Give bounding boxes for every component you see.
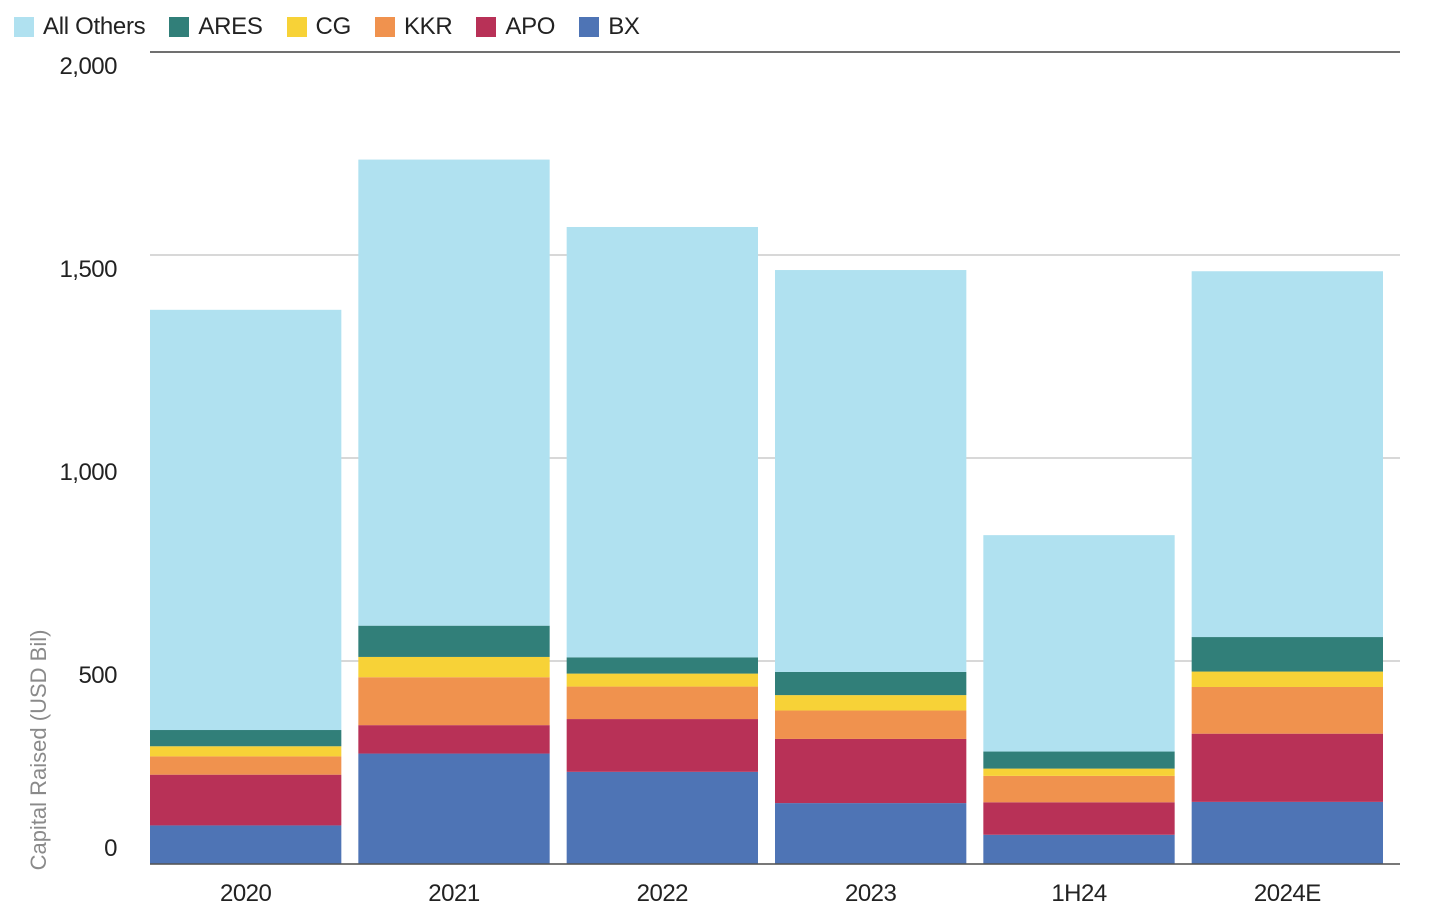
bar-apo-2021	[358, 725, 550, 754]
legend-item-all-others: All Others	[14, 13, 146, 41]
axes: 0 500 1,000 1,500 2,000 2020 2021 2022 2023 1H24 2…	[59, 53, 1400, 907]
bar-bx-1h24	[983, 834, 1175, 864]
bar-ares-2023	[775, 671, 967, 696]
bar-ares-2021	[358, 625, 550, 657]
legend-label-ares: ARES	[198, 13, 263, 40]
bar-kkr-2020	[150, 756, 342, 775]
bar-apo-1h24	[983, 802, 1175, 835]
y-tick-label: 1,000	[59, 459, 117, 486]
legend-label-kkr: KKR	[403, 13, 453, 40]
bar-cg-1h24	[983, 768, 1175, 776]
bar-cg-2022	[566, 673, 758, 687]
y-axis-title: Capital Raised (USD Bil)	[26, 630, 51, 871]
x-tick-label: 2024E	[1254, 880, 1321, 907]
bar-bx-2021	[358, 753, 550, 864]
legend: All Others ARES CG KKR APO BX	[14, 10, 640, 44]
legend-swatch-cg	[286, 17, 307, 37]
bar-kkr-2021	[358, 677, 550, 726]
y-tick-label: 500	[78, 662, 117, 689]
y-tick-label: 0	[104, 835, 117, 862]
x-tick-label: 2023	[845, 880, 897, 907]
bar-bx-2022	[566, 771, 758, 864]
legend-label-bx: BX	[608, 13, 640, 40]
y-tick-label: 1,500	[59, 256, 117, 283]
legend-label-cg: CG	[315, 13, 352, 40]
legend-swatch-kkr	[374, 17, 395, 37]
bar-apo-2020	[150, 774, 342, 826]
bar-kkr-2022	[566, 686, 758, 720]
legend-item-bx: BX	[579, 13, 640, 41]
bar-apo-2022	[566, 719, 758, 772]
x-tick-label: 1H24	[1051, 880, 1107, 907]
legend-label-all-others: All Others	[43, 13, 146, 40]
bar-apo-2023	[775, 738, 967, 804]
bar-cg-2020	[150, 746, 342, 757]
legend-swatch-apo	[476, 17, 497, 37]
legend-item-ares: ARES	[169, 13, 263, 41]
bar-all-others-2020	[150, 309, 342, 731]
bar-bx-2020	[150, 825, 342, 864]
bar-all-others-2022	[566, 226, 758, 658]
bar-cg-2023	[775, 695, 967, 711]
bar-kkr-1h24	[983, 775, 1175, 803]
y-tick-label: 2,000	[59, 53, 117, 80]
x-tick-label: 2022	[637, 880, 689, 907]
bars	[150, 159, 1383, 864]
bar-kkr-2023	[775, 710, 967, 739]
legend-item-cg: CG	[286, 13, 352, 41]
legend-swatch-ares	[169, 17, 190, 37]
legend-item-apo: APO	[476, 13, 555, 41]
legend-swatch-bx	[579, 17, 600, 37]
bar-cg-2021	[358, 656, 550, 678]
legend-label-apo: APO	[505, 13, 556, 40]
bar-all-others-2023	[775, 270, 967, 672]
legend-item-kkr: KKR	[374, 13, 453, 41]
bar-all-others-1h24	[983, 535, 1175, 752]
bar-kkr-2024e	[1191, 686, 1383, 734]
bar-ares-1h24	[983, 751, 1175, 769]
bar-ares-2020	[150, 730, 342, 747]
bar-ares-2024e	[1191, 637, 1383, 672]
bar-all-others-2021	[358, 159, 550, 626]
bar-bx-2024e	[1191, 801, 1383, 864]
bar-ares-2022	[566, 657, 758, 674]
bar-cg-2024e	[1191, 671, 1383, 687]
bar-bx-2023	[775, 803, 967, 864]
legend-swatch-all-others	[14, 17, 34, 37]
x-tick-label: 2021	[428, 880, 480, 907]
bar-apo-2024e	[1191, 733, 1383, 802]
bar-all-others-2024e	[1191, 271, 1383, 638]
x-tick-label: 2020	[220, 880, 272, 907]
